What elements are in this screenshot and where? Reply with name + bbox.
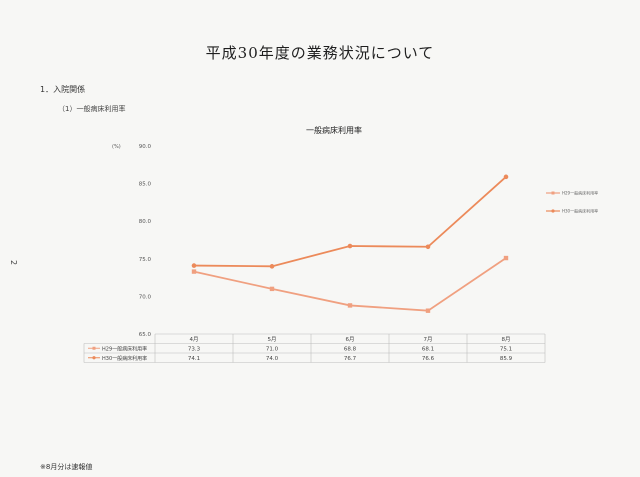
data-point bbox=[191, 269, 197, 274]
data-value-label: 68.1 bbox=[422, 346, 434, 352]
data-point bbox=[503, 255, 509, 261]
x-category-label: 6月 bbox=[346, 336, 355, 343]
data-value-label: 73.3 bbox=[188, 346, 201, 352]
series-line-2 bbox=[193, 176, 507, 268]
table-series-label: H29一般病床利用率 bbox=[102, 345, 147, 352]
section-heading: 1．入院関係 bbox=[40, 85, 86, 94]
y-tick-label: 70.0 bbox=[139, 294, 152, 300]
subsection-heading: （1）一般病床利用率 bbox=[58, 105, 126, 113]
data-point bbox=[425, 244, 431, 250]
data-point bbox=[347, 303, 353, 308]
x-category-label: 8月 bbox=[502, 336, 511, 343]
table-legend-marker bbox=[92, 346, 96, 350]
legend-marker bbox=[551, 209, 555, 213]
data-value-label: 85.9 bbox=[500, 356, 513, 362]
data-point bbox=[503, 174, 509, 180]
data-point bbox=[191, 263, 197, 268]
data-value-label: 68.8 bbox=[344, 346, 357, 352]
table-series-label: H30一般病床利用率 bbox=[102, 355, 147, 362]
data-value-label: 75.1 bbox=[500, 346, 512, 352]
y-unit-label: (%) bbox=[112, 144, 121, 150]
legend-label: H29一般病床利用率 bbox=[562, 190, 598, 196]
data-point bbox=[269, 286, 275, 292]
x-category-label: 7月 bbox=[424, 336, 433, 343]
x-category-label: 4月 bbox=[190, 336, 199, 343]
y-tick-label: 85.0 bbox=[139, 182, 152, 188]
x-category-label: 5月 bbox=[268, 336, 277, 343]
legend-label: H30一般病床利用率 bbox=[562, 208, 598, 214]
page-title: 平成30年度の業務状況について bbox=[205, 44, 435, 62]
data-point bbox=[347, 243, 353, 249]
data-value-label: 74.0 bbox=[266, 356, 279, 362]
legend-marker bbox=[551, 191, 555, 195]
y-tick-label: 65.0 bbox=[139, 332, 152, 338]
y-tick-label: 75.0 bbox=[139, 257, 152, 263]
y-tick-label: 80.0 bbox=[139, 219, 152, 225]
data-value-label: 74.1 bbox=[188, 356, 200, 362]
data-point bbox=[425, 308, 431, 313]
data-point bbox=[269, 264, 275, 269]
footnote: ※8月分は速報値 bbox=[40, 463, 93, 471]
data-value-label: 71.0 bbox=[266, 346, 279, 352]
table-legend-marker bbox=[92, 356, 96, 360]
data-value-label: 76.7 bbox=[344, 356, 357, 362]
chart-title: 一般病床利用率 bbox=[306, 125, 362, 135]
y-tick-label: 90.0 bbox=[139, 144, 152, 150]
data-value-label: 76.6 bbox=[422, 356, 435, 362]
